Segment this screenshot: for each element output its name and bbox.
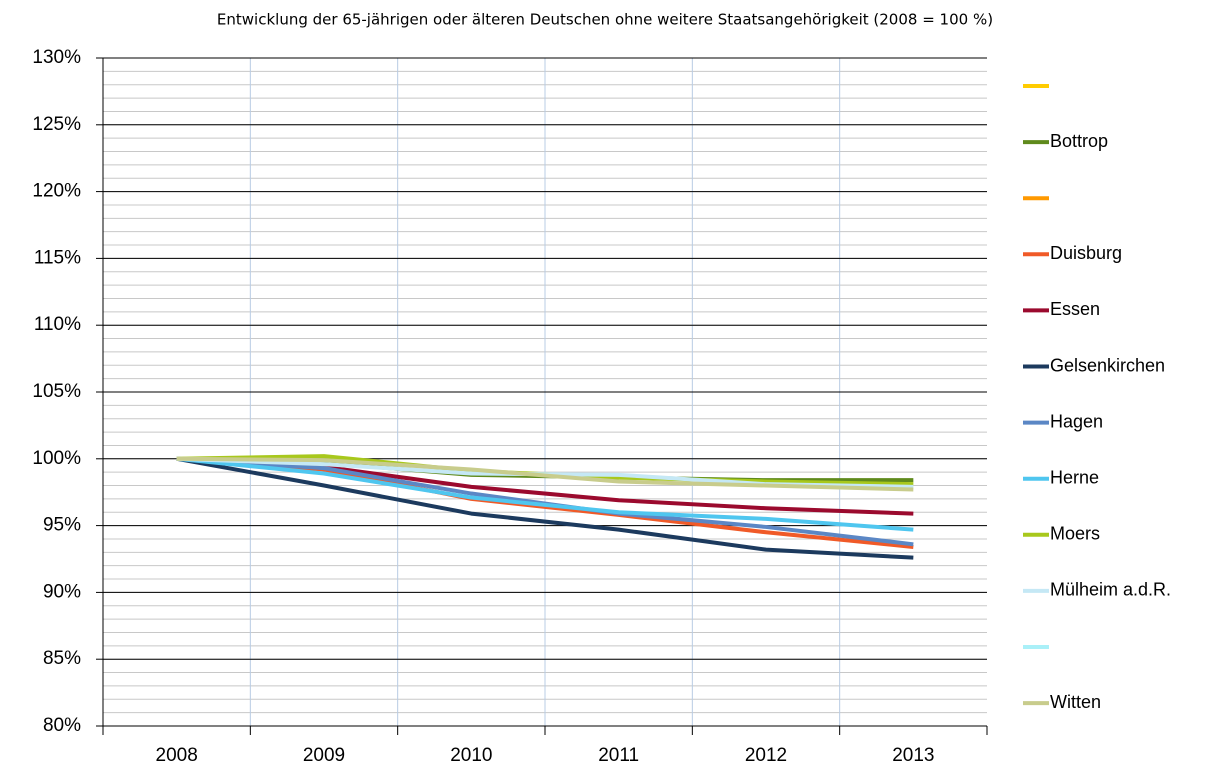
legend-label: Mülheim a.d.R. bbox=[1050, 580, 1171, 600]
series-line bbox=[176, 456, 914, 560]
x-tick-label: 2013 bbox=[892, 745, 934, 766]
legend-label: Herne bbox=[1050, 467, 1099, 487]
chart-title: Entwicklung der 65-jährigen oder älteren… bbox=[217, 11, 993, 29]
series-line bbox=[176, 456, 914, 492]
y-tick-label: 85% bbox=[43, 648, 81, 669]
legend-label: Bottrop bbox=[1050, 131, 1108, 151]
legend-label: Essen bbox=[1050, 299, 1100, 319]
y-tick-label: 90% bbox=[43, 581, 81, 602]
y-tick-label: 100% bbox=[32, 448, 81, 469]
y-tick-label: 95% bbox=[43, 515, 81, 536]
y-tick-label: 125% bbox=[32, 114, 81, 135]
x-tick-label: 2011 bbox=[598, 745, 639, 766]
legend-label: Moers bbox=[1050, 524, 1100, 544]
x-tick-label: 2010 bbox=[450, 745, 492, 766]
x-tick-label: 2009 bbox=[303, 745, 345, 766]
y-tick-label: 110% bbox=[34, 314, 81, 335]
y-tick-label: 120% bbox=[32, 181, 81, 202]
x-tick-label: 2012 bbox=[745, 745, 787, 766]
legend-label: Duisburg bbox=[1050, 243, 1122, 263]
x-tick-label: 2008 bbox=[156, 745, 198, 766]
y-tick-label: 115% bbox=[34, 247, 81, 268]
legend-label: Hagen bbox=[1050, 411, 1103, 431]
legend-label: Witten bbox=[1050, 692, 1101, 712]
y-tick-label: 130% bbox=[32, 47, 81, 68]
y-tick-label: 105% bbox=[32, 381, 81, 402]
y-tick-label: 80% bbox=[43, 715, 81, 736]
series-line bbox=[176, 456, 914, 532]
legend-label: Gelsenkirchen bbox=[1050, 355, 1165, 375]
